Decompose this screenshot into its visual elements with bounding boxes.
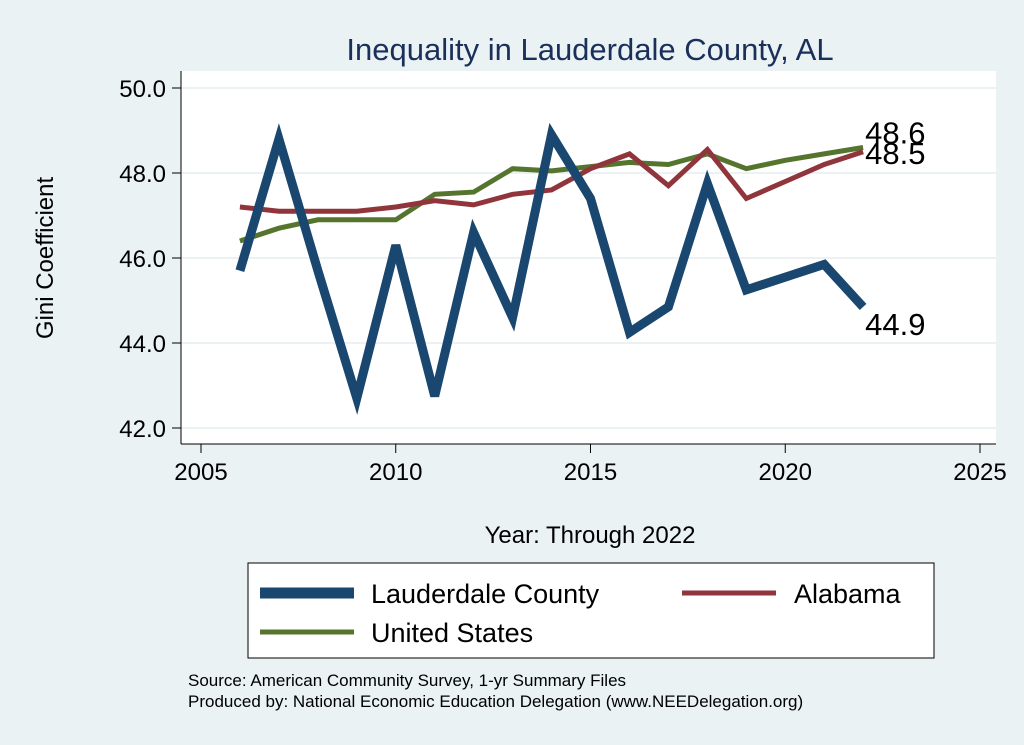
source-notes: Source: American Community Survey, 1-yr … xyxy=(188,670,803,712)
legend-label-alabama: Alabama xyxy=(794,579,902,609)
x-tick-label: 2025 xyxy=(953,459,1006,486)
y-tick-label: 50.0 xyxy=(119,76,166,103)
legend-label-united-states: United States xyxy=(371,618,533,648)
legend-label-lauderdale: Lauderdale County xyxy=(371,579,600,609)
legend: Lauderdale County Alabama United States xyxy=(247,562,935,659)
x-tick-label: 2010 xyxy=(369,459,422,486)
end-label-lauderdale-county: 44.9 xyxy=(865,307,925,342)
y-tick-label: 44.0 xyxy=(119,331,166,358)
chart-title: Inequality in Lauderdale County, AL xyxy=(346,32,833,67)
end-labels: 44.9 48.548.6 xyxy=(865,116,925,342)
axes: 42.0 44.0 46.0 48.0 50.0 2005 2010 2015 2020 2025 xyxy=(119,71,1007,486)
x-tick-label: 2020 xyxy=(759,459,812,486)
series-line-united-states xyxy=(239,145,864,244)
y-axis-title: Gini Coefficient xyxy=(32,177,59,340)
y-tick-label: 48.0 xyxy=(119,161,166,188)
x-axis-title: Year: Through 2022 xyxy=(485,522,696,549)
end-label-united-states: 48.6 xyxy=(865,116,925,151)
produced-by-line: Produced by: National Economic Education… xyxy=(188,692,804,711)
series-line-alabama xyxy=(239,145,864,214)
source-line: Source: American Community Survey, 1-yr … xyxy=(188,671,627,690)
series-line-lauderdale-county xyxy=(235,122,867,415)
legend-box xyxy=(247,562,935,659)
series-lines xyxy=(235,122,867,415)
x-tick-label: 2005 xyxy=(174,459,227,486)
x-tick-label: 2015 xyxy=(564,459,617,486)
y-tick-label: 46.0 xyxy=(119,246,166,273)
y-tick-label: 42.0 xyxy=(119,416,166,443)
end-label-alabama: 48.5 xyxy=(865,136,925,171)
